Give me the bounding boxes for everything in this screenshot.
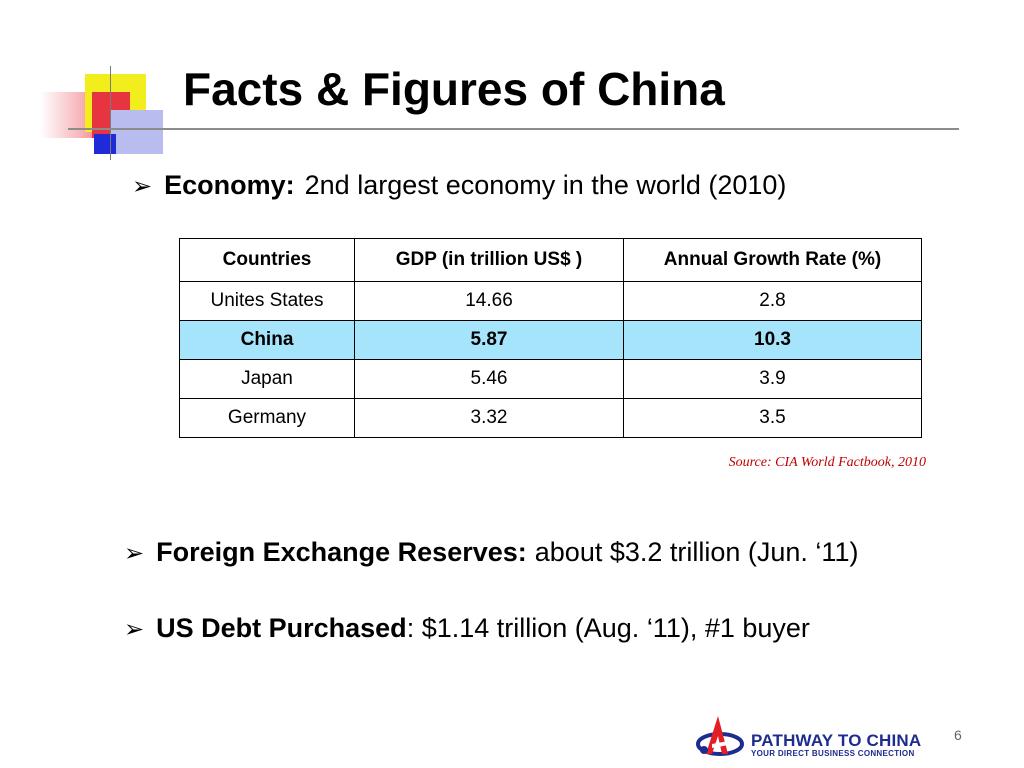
debt-label: US Debt Purchased bbox=[156, 613, 407, 643]
table-cell: 2.8 bbox=[623, 281, 922, 321]
table-cell: 3.9 bbox=[623, 359, 922, 399]
table-cell: 5.46 bbox=[354, 359, 624, 399]
page-number: 6 bbox=[954, 727, 962, 743]
debt-text: : $1.14 trillion (Aug. ‘11), #1 buyer bbox=[406, 613, 810, 643]
debt-bullet: ➢ US Debt Purchased : $1.14 trillion (Au… bbox=[124, 613, 810, 644]
economy-bullet: ➢ Economy: 2nd largest economy in the wo… bbox=[132, 170, 786, 201]
logo-name: PATHWAY TO CHINA bbox=[751, 731, 922, 750]
pathway-logo: PATHWAY TO CHINA YOUR DIRECT BUSINESS CO… bbox=[694, 714, 944, 760]
reserves-label: Foreign Exchange Reserves: bbox=[156, 537, 527, 567]
table-row-highlighted: China 5.87 10.3 bbox=[179, 320, 922, 360]
economy-label: Economy: bbox=[164, 170, 295, 200]
reserves-text: about $3.2 trillion (Jun. ‘11) bbox=[534, 537, 859, 567]
gdp-table: Countries GDP (in trillion US$ ) Annual … bbox=[179, 238, 922, 438]
table-cell: Unites States bbox=[179, 281, 355, 321]
table-cell: 5.87 bbox=[354, 320, 624, 360]
decor-vertical-line bbox=[110, 66, 111, 160]
logo-tagline: YOUR DIRECT BUSINESS CONNECTION bbox=[751, 749, 915, 758]
table-cell: 10.3 bbox=[623, 320, 922, 360]
table-cell: 14.66 bbox=[354, 281, 624, 321]
arrow-bullet-icon: ➢ bbox=[124, 540, 145, 567]
table-header-cell: Annual Growth Rate (%) bbox=[623, 238, 922, 282]
reserves-bullet: ➢ Foreign Exchange Reserves: about $3.2 … bbox=[124, 537, 858, 568]
slide-title: Facts & Figures of China bbox=[183, 63, 725, 115]
pathway-logo-icon bbox=[696, 716, 744, 756]
economy-text: 2nd largest economy in the world (2010) bbox=[304, 170, 787, 200]
table-source: Source: CIA World Factbook, 2010 bbox=[728, 455, 926, 470]
table-header-row: Countries GDP (in trillion US$ ) Annual … bbox=[179, 238, 922, 282]
table-cell: 3.32 bbox=[354, 398, 624, 438]
arrow-bullet-icon: ➢ bbox=[124, 616, 145, 643]
arrow-bullet-icon: ➢ bbox=[132, 173, 153, 200]
table-cell: China bbox=[179, 320, 355, 360]
table-row: Japan 5.46 3.9 bbox=[179, 359, 922, 399]
decor-lavender-square bbox=[110, 110, 163, 154]
table-cell: Japan bbox=[179, 359, 355, 399]
table-row: Germany 3.32 3.5 bbox=[179, 398, 922, 438]
decor-blue-square bbox=[94, 134, 116, 154]
table-header-cell: Countries bbox=[179, 238, 355, 282]
table-cell: Germany bbox=[179, 398, 355, 438]
title-underline bbox=[68, 128, 959, 130]
table-row: Unites States 14.66 2.8 bbox=[179, 281, 922, 321]
table-cell: 3.5 bbox=[623, 398, 922, 438]
table-header-cell: GDP (in trillion US$ ) bbox=[354, 238, 624, 282]
